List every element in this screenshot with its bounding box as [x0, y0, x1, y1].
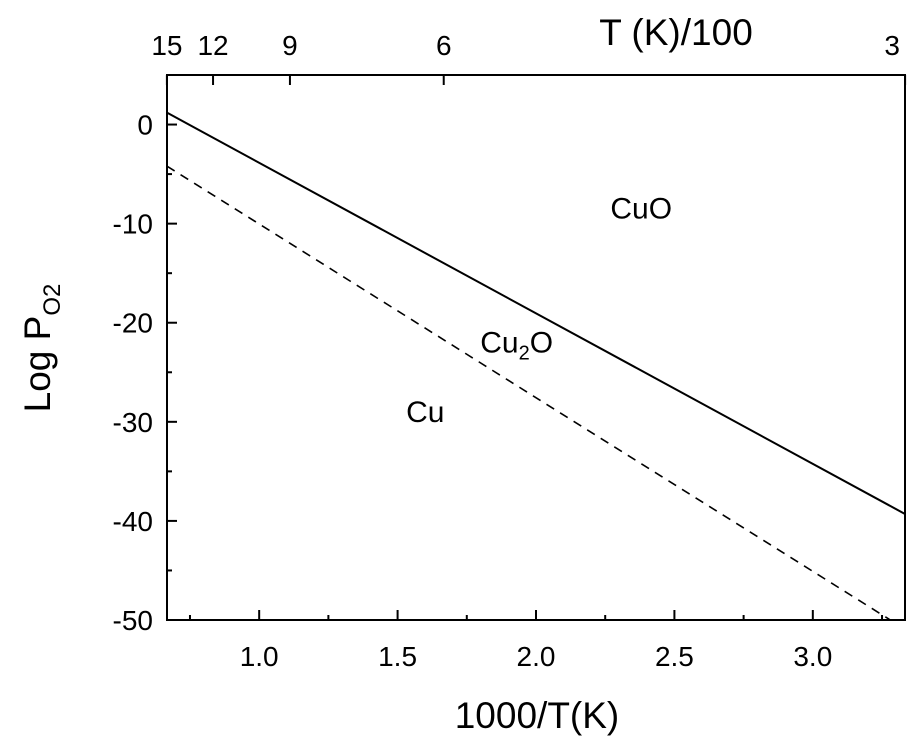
y-tick-label: -50 — [113, 605, 153, 636]
y-tick-label: 0 — [137, 110, 153, 141]
x-tick-label: 1.5 — [378, 641, 417, 672]
top-axis-label: T (K)/100 — [599, 12, 753, 53]
region-label: Cu — [406, 396, 444, 429]
y-axis-label-main: Log P — [17, 316, 58, 413]
y-tick-label: -10 — [113, 209, 153, 240]
y-axis-ticks: 0 -10 -20 -30 -40 -50 — [113, 110, 177, 636]
svg-text:Log PO2: Log PO2 — [17, 284, 66, 413]
x-tick-label: 2.5 — [655, 641, 694, 672]
cu2o-cuo-boundary-line — [166, 111, 906, 515]
region-label: CuO — [610, 193, 672, 226]
x-axis-ticks: 1.0 1.5 2.0 2.5 3.0 — [188, 610, 884, 672]
series-lines — [166, 111, 906, 621]
top-tick-label: 12 — [197, 30, 228, 61]
y-tick-label: -30 — [113, 407, 153, 438]
top-tick-label: 3 — [884, 30, 900, 61]
x-tick-label: 3.0 — [793, 641, 832, 672]
x-tick-label: 2.0 — [517, 641, 556, 672]
y-axis-label-sub: O2 — [39, 284, 66, 316]
top-tick-label: 15 — [151, 30, 182, 61]
top-tick-label: 6 — [436, 30, 452, 61]
x-axis-label: 1000/T(K) — [455, 695, 620, 736]
region-label: Cu2O — [480, 326, 553, 364]
y-axis-label: Log PO2 — [17, 284, 66, 413]
y-tick-label: -20 — [113, 308, 153, 339]
top-tick-label: 9 — [282, 30, 298, 61]
top-axis-ticks: 15 12 9 6 3 — [151, 30, 907, 85]
region-annotations: CuO Cu2O Cu — [406, 193, 672, 429]
x-tick-label: 1.0 — [240, 641, 279, 672]
cu-cu2o-boundary-line — [166, 165, 891, 621]
y-tick-label: -40 — [113, 506, 153, 537]
